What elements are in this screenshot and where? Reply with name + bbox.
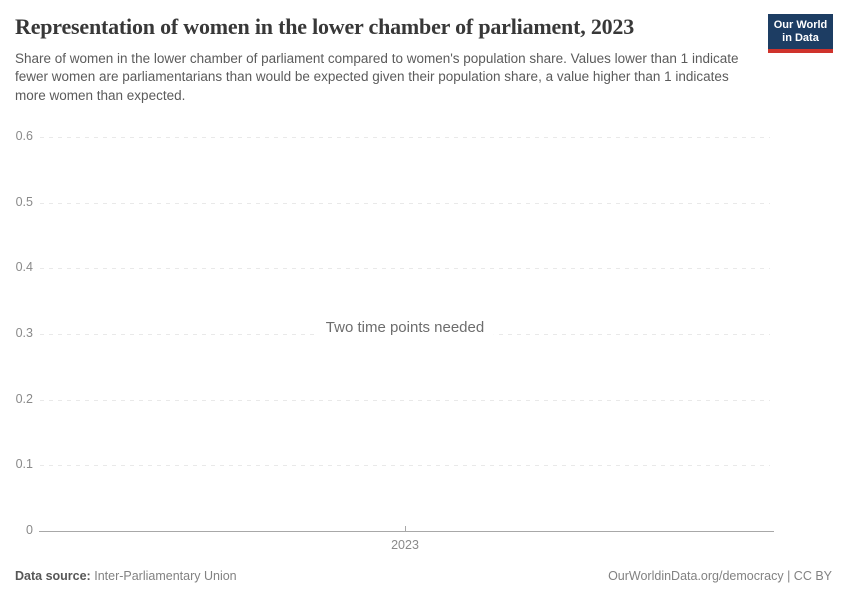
- owid-logo[interactable]: Our World in Data: [768, 14, 833, 53]
- y-axis-tick-label: 0.1: [15, 457, 33, 471]
- y-gridline: [40, 268, 770, 269]
- owid-logo-text-line2: in Data: [782, 32, 819, 44]
- owid-logo-text-line1: Our World: [773, 19, 828, 31]
- chart-empty-state-message: Two time points needed: [315, 317, 495, 338]
- data-source-label: Data source:: [15, 569, 91, 583]
- data-source-value: Inter-Parliamentary Union: [94, 569, 237, 583]
- y-gridline: [40, 137, 770, 138]
- y-axis-tick-label: 0: [26, 523, 33, 537]
- x-axis-tick-mark: [405, 526, 406, 531]
- y-axis-tick-label: 0.2: [15, 392, 33, 406]
- attribution-link[interactable]: OurWorldinData.org/democracy | CC BY: [608, 569, 832, 583]
- y-axis-tick-label: 0.6: [15, 129, 33, 143]
- data-source-note: Data source: Inter-Parliamentary Union: [15, 569, 237, 583]
- x-axis-tick-label: 2023: [391, 538, 419, 552]
- y-gridline: [40, 400, 770, 401]
- y-axis-tick-label: 0.3: [15, 326, 33, 340]
- y-gridline: [40, 465, 770, 466]
- x-axis-line: [39, 531, 774, 532]
- page-title: Representation of women in the lower cha…: [15, 14, 635, 39]
- chart-subtitle: Share of women in the lower chamber of p…: [15, 51, 739, 103]
- y-gridline: [40, 203, 770, 204]
- y-axis-tick-label: 0.4: [15, 260, 33, 274]
- y-axis-tick-label: 0.5: [15, 195, 33, 209]
